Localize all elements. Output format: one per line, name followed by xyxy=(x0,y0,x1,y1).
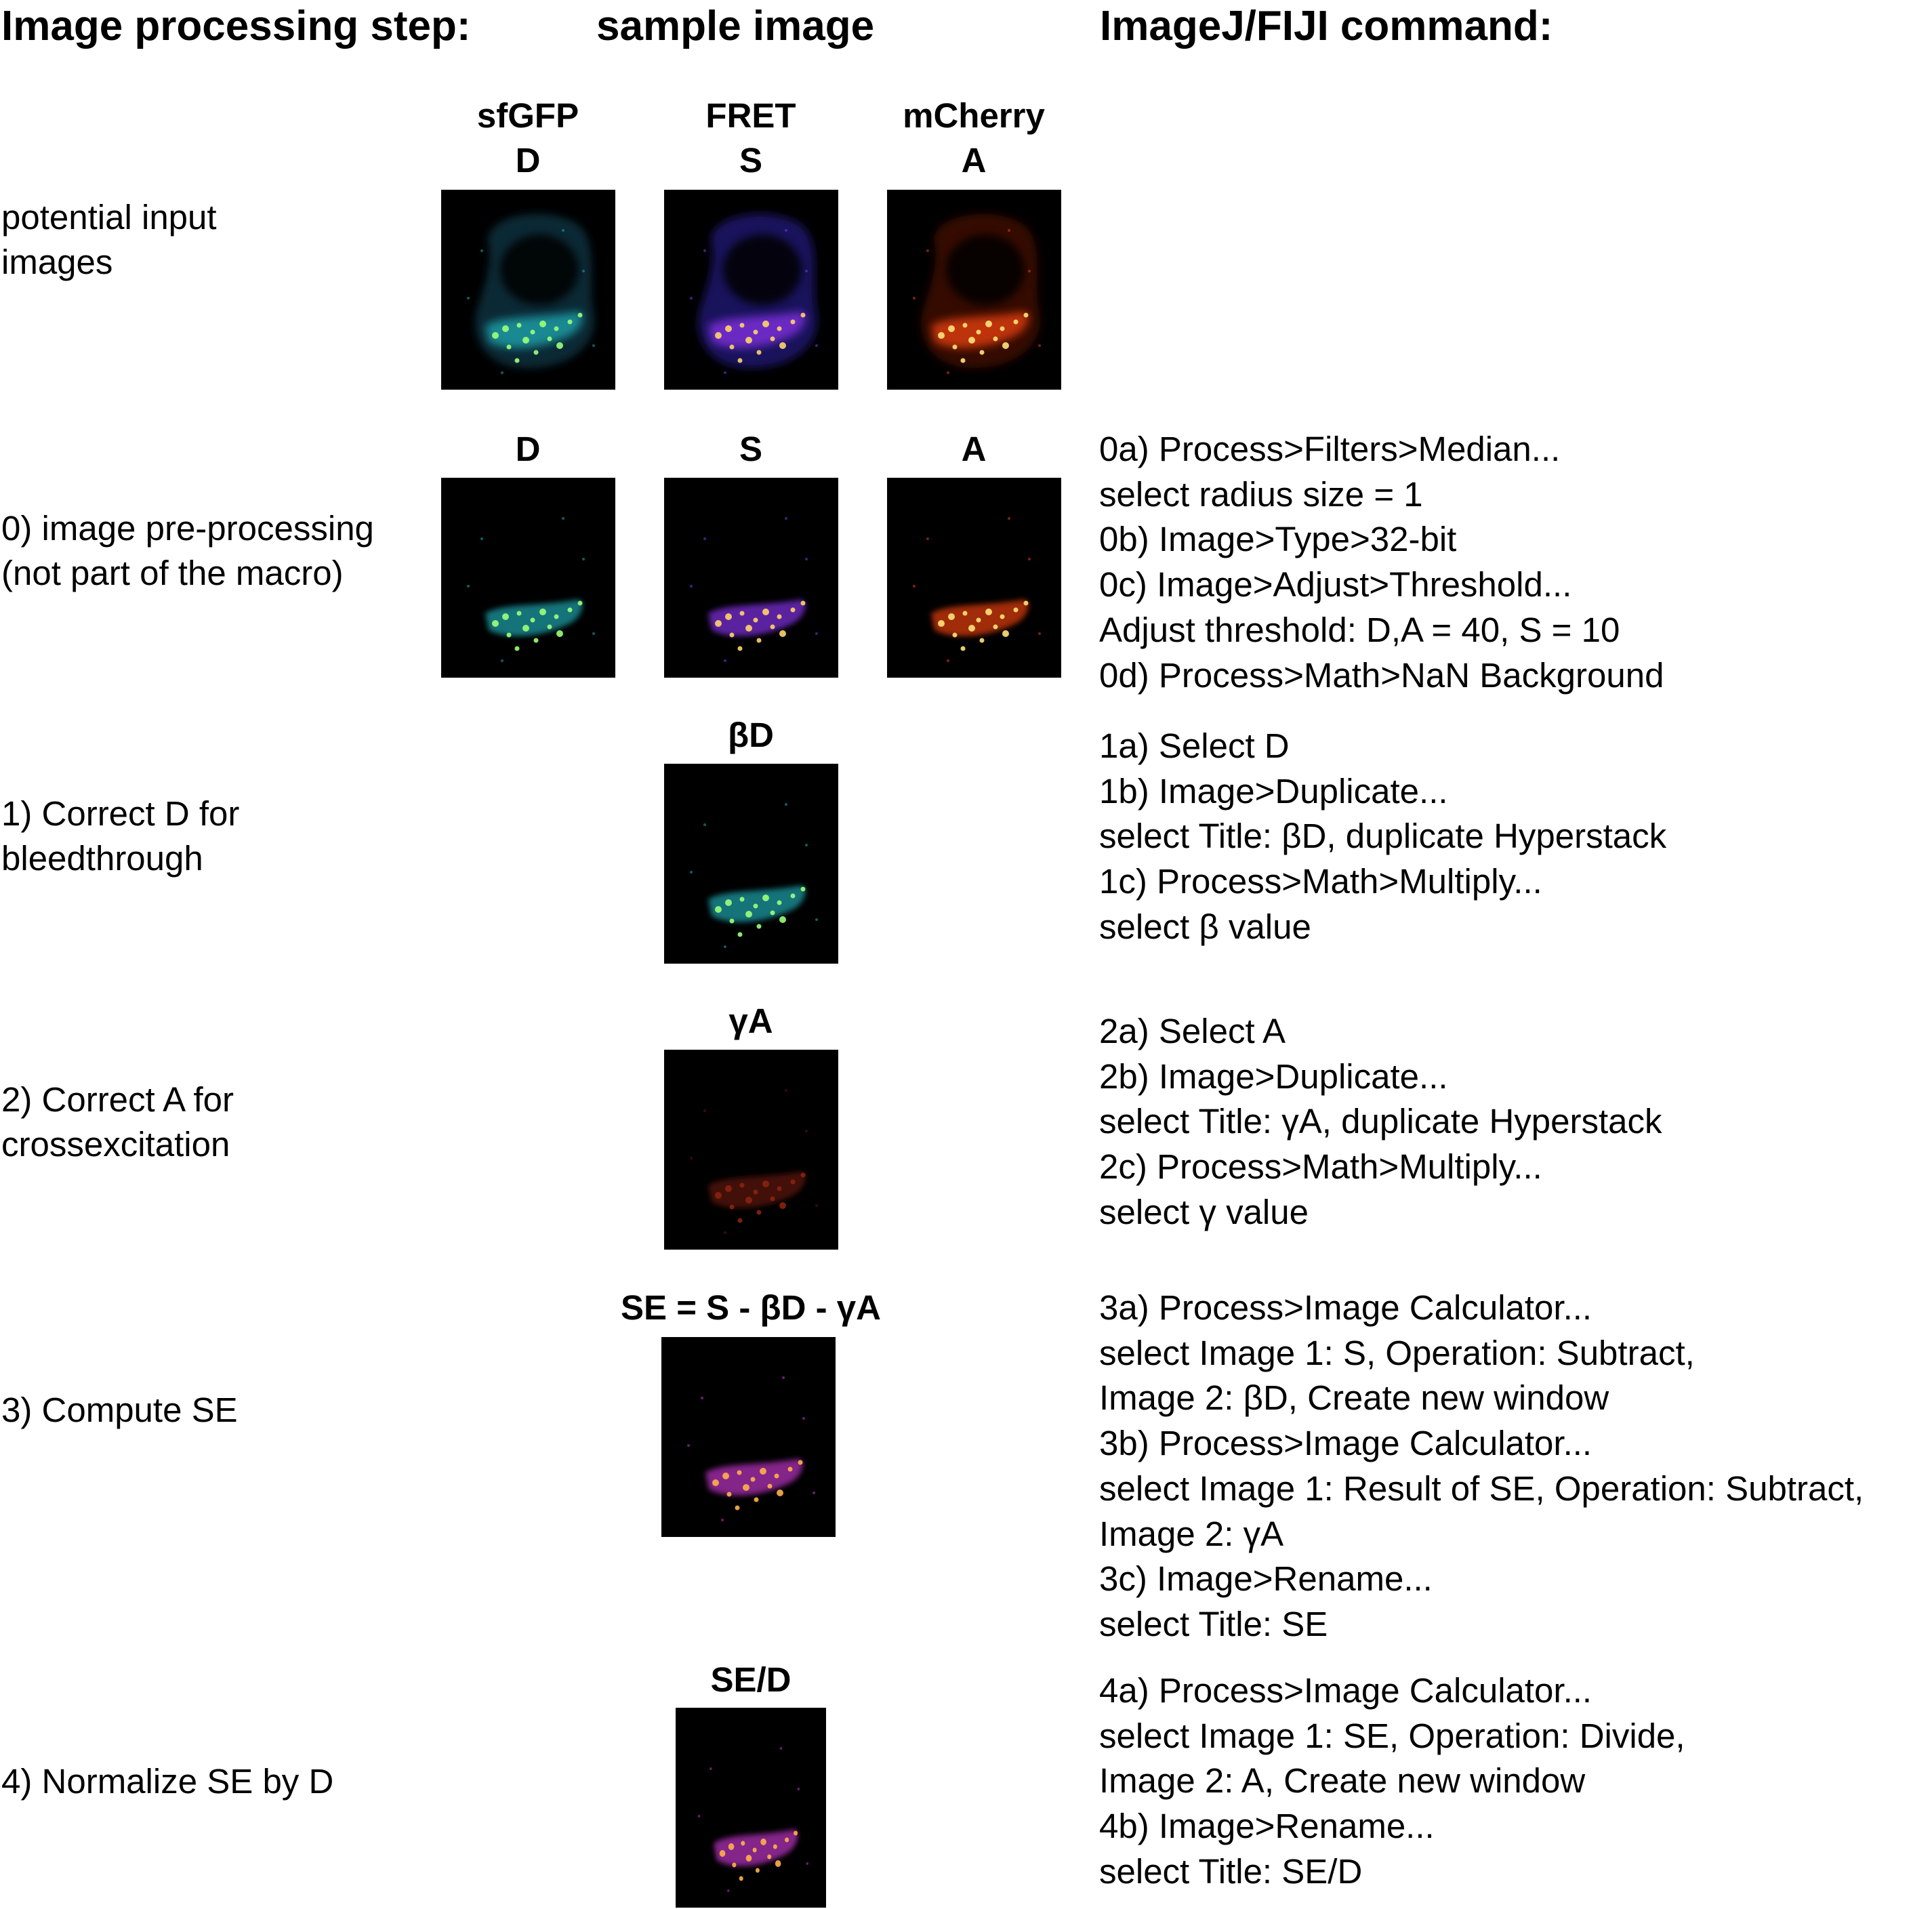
step-preprocessing: 0) image pre-processing (not part of the… xyxy=(1,509,374,592)
command-line: 2b) Image>Duplicate... xyxy=(1099,1056,1448,1096)
commands-step-1: 1a) Select D 1b) Image>Duplicate... sele… xyxy=(1099,724,1666,950)
commands-step-2: 2a) Select A 2b) Image>Duplicate... sele… xyxy=(1099,1009,1662,1235)
label-gamma-a: γA xyxy=(728,1002,773,1040)
command-line: select Title: γA, duplicate Hyperstack xyxy=(1099,1102,1662,1141)
commands-step-3: 3a) Process>Image Calculator... select I… xyxy=(1099,1286,1864,1647)
command-line: 0b) Image>Type>32-bit xyxy=(1099,520,1457,559)
image-input-s xyxy=(664,190,838,390)
command-line: 4b) Image>Rename... xyxy=(1099,1807,1435,1846)
command-line: Image 2: A, Create new window xyxy=(1099,1761,1586,1801)
label-d: D xyxy=(515,430,541,468)
image-se-over-d xyxy=(676,1708,826,1908)
step-correct-d: 1) Correct D for bleedthrough xyxy=(1,794,240,878)
header-sample-image: sample image xyxy=(596,3,875,49)
command-line: select Title: SE xyxy=(1099,1604,1328,1643)
step-correct-a: 2) Correct A for crossexcitation xyxy=(1,1080,234,1164)
command-line: 1a) Select D xyxy=(1099,726,1290,765)
command-line: 2a) Select A xyxy=(1099,1012,1286,1050)
command-line: Image 2: βD, Create new window xyxy=(1099,1378,1609,1418)
command-line: select Image 1: SE, Operation: Divide, xyxy=(1099,1716,1685,1755)
command-line: 3c) Image>Rename... xyxy=(1099,1559,1433,1599)
header-command: ImageJ/FIJI command: xyxy=(1100,3,1553,49)
commands-step-4: 4a) Process>Image Calculator... select I… xyxy=(1099,1668,1685,1895)
command-line: 4a) Process>Image Calculator... xyxy=(1099,1671,1592,1710)
command-line: select Title: βD, duplicate Hyperstack xyxy=(1099,817,1667,856)
label-se-formula: SE = S - βD - γA xyxy=(621,1288,881,1327)
step-input-images: potential input images xyxy=(1,198,217,281)
label-fret-s: FRET S xyxy=(705,96,796,180)
command-line: 3b) Process>Image Calculator... xyxy=(1099,1424,1592,1463)
command-line: 2c) Process>Math>Multiply... xyxy=(1099,1147,1542,1187)
step-compute-se: 3) Compute SE xyxy=(1,1391,238,1429)
command-line: select β value xyxy=(1099,907,1311,946)
command-line: select radius size = 1 xyxy=(1099,474,1423,514)
command-line: Image 2: γA xyxy=(1099,1514,1284,1553)
image-se xyxy=(661,1337,836,1537)
label-sfgfp-d: sfGFP D xyxy=(476,96,579,180)
label-beta-d: βD xyxy=(728,716,774,754)
image-thresholded-a xyxy=(887,478,1061,678)
label-s: S xyxy=(739,430,763,468)
command-line: Adjust threshold: D,A = 40, S = 10 xyxy=(1099,610,1620,649)
image-input-a xyxy=(887,190,1061,390)
command-line: 0c) Image>Adjust>Threshold... xyxy=(1099,565,1572,604)
command-line: 3a) Process>Image Calculator... xyxy=(1099,1288,1592,1327)
command-line: select Image 1: Result of SE, Operation:… xyxy=(1099,1469,1864,1508)
image-beta-d xyxy=(664,764,838,964)
header-step: Image processing step: xyxy=(1,3,471,49)
image-input-d xyxy=(441,190,615,390)
label-se-over-d: SE/D xyxy=(710,1660,792,1699)
commands-step-0: 0a) Process>Filters>Median... select rad… xyxy=(1099,427,1664,698)
image-gamma-a xyxy=(664,1050,838,1250)
label-mcherry-a: mCherry A xyxy=(903,96,1045,180)
command-line: 1b) Image>Duplicate... xyxy=(1099,771,1448,810)
command-line: select Image 1: S, Operation: Subtract, xyxy=(1099,1333,1695,1372)
command-line: 0d) Process>Math>NaN Background xyxy=(1099,655,1664,695)
label-a: A xyxy=(961,430,987,468)
command-line: 1c) Process>Math>Multiply... xyxy=(1099,862,1542,901)
command-line: 0a) Process>Filters>Median... xyxy=(1099,430,1561,468)
image-thresholded-d xyxy=(441,478,615,678)
image-thresholded-s xyxy=(664,478,838,678)
step-normalize-se: 4) Normalize SE by D xyxy=(1,1762,334,1801)
command-line: select Title: SE/D xyxy=(1099,1851,1363,1891)
command-line: select γ value xyxy=(1099,1192,1309,1231)
